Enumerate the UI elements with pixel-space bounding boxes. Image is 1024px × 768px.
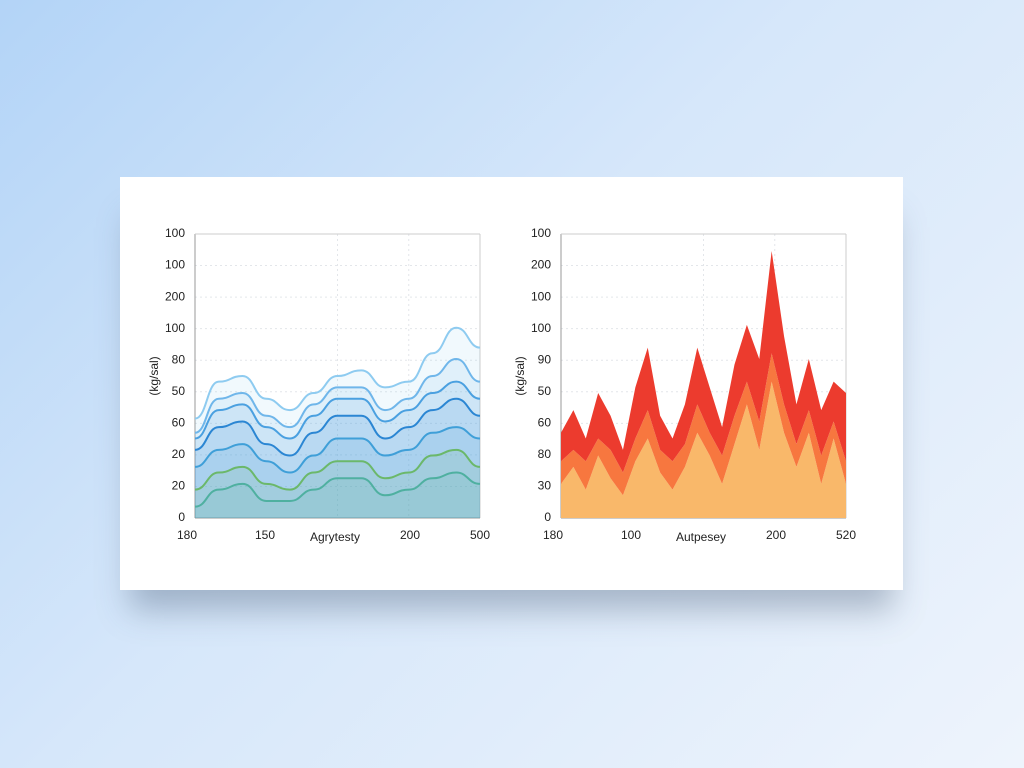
y-tick-label: 60 <box>538 416 552 430</box>
y-tick-label: 90 <box>538 352 552 366</box>
y-tick-label: 100 <box>531 226 551 240</box>
y-tick-label: 60 <box>172 416 186 430</box>
x-tick-label: 100 <box>621 528 641 542</box>
x-axis-label: Autpesey <box>676 530 726 544</box>
y-tick-label: 100 <box>165 321 185 335</box>
y-tick-label: 100 <box>165 258 185 272</box>
x-tick-label: 150 <box>255 528 275 542</box>
y-tick-label: 100 <box>531 289 551 303</box>
area <box>195 327 480 518</box>
y-tick-label: 80 <box>172 352 186 366</box>
y-tick-label: 80 <box>538 447 552 461</box>
area <box>195 398 480 518</box>
y-tick-label: 0 <box>544 510 551 524</box>
x-tick-label: 180 <box>177 528 197 542</box>
x-tick-label: 520 <box>836 528 856 542</box>
x-axis-label: Agrytesty <box>310 530 360 544</box>
x-tick-label: 200 <box>766 528 786 542</box>
y-tick-label: 0 <box>178 510 185 524</box>
y-tick-label: 200 <box>165 289 185 303</box>
y-tick-label: 30 <box>538 479 552 493</box>
x-tick-label: 200 <box>400 528 420 542</box>
line <box>194 357 481 434</box>
y-axis-label: (kg/sal) <box>147 356 161 395</box>
x-tick-label: 180 <box>543 528 563 542</box>
y-tick-label: 100 <box>165 226 185 240</box>
line <box>194 397 481 457</box>
line <box>194 380 481 440</box>
y-tick-label: 20 <box>172 479 186 493</box>
line <box>194 326 481 420</box>
line <box>194 426 481 474</box>
card: 100 100 200 100 80 50 60 20 20 0 (kg/sal) 180 150 200… <box>120 177 903 590</box>
y-tick-label: 20 <box>172 447 186 461</box>
y-axis-label: (kg/sal) <box>513 356 527 395</box>
area <box>195 472 480 518</box>
y-tick-label: 100 <box>531 321 551 335</box>
line <box>194 471 481 508</box>
area <box>561 251 846 473</box>
y-tick-label: 50 <box>172 384 186 398</box>
x-tick-label: 500 <box>470 528 490 542</box>
y-tick-label: 50 <box>538 384 552 398</box>
y-tick-label: 200 <box>531 258 551 272</box>
line <box>194 448 481 491</box>
area <box>561 353 846 496</box>
area <box>561 381 846 518</box>
